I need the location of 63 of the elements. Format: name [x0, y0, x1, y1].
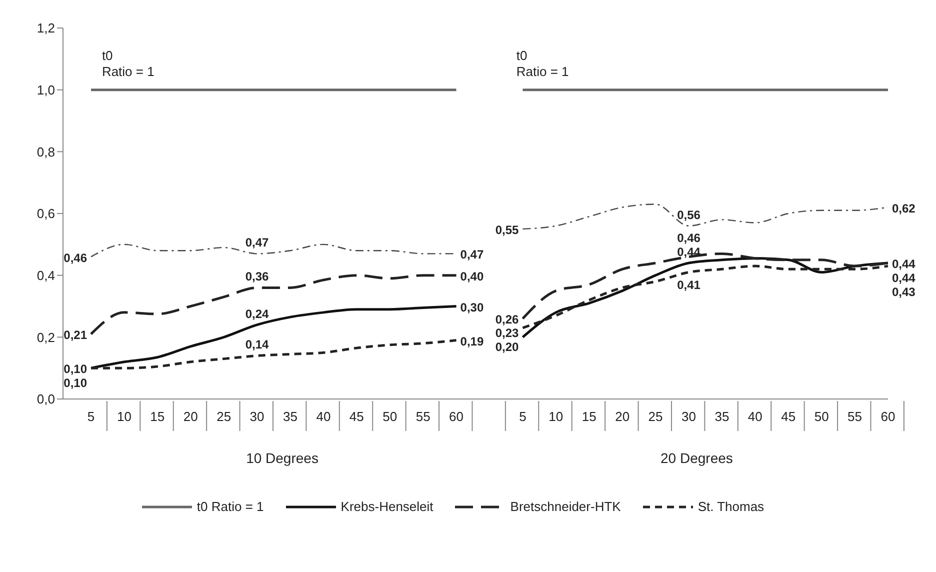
text: 10 Degrees [245, 450, 320, 466]
x-tick-label: 15 [150, 409, 165, 424]
x-tick-label: 60 [880, 409, 896, 424]
annotation: t0 Ratio = 1 [102, 48, 154, 80]
y-tick-label: 0,4 [36, 268, 55, 283]
x-tick-label: 60 [449, 409, 464, 424]
y-tick-label: 0,8 [36, 144, 55, 160]
data-label: 0,44 [677, 244, 701, 259]
y-tick-label: 0,6 [36, 206, 55, 222]
y-tick-label: 0,2 [36, 330, 55, 345]
data-label: 0,44 [892, 256, 916, 271]
y-tick-label: 1,2 [36, 20, 55, 36]
x-tick-label: 10 [116, 409, 132, 424]
x-tick-label: 45 [349, 409, 364, 424]
data-label: 0,24 [245, 306, 270, 321]
data-label: 0,36 [245, 270, 270, 284]
data-label: 0,19 [460, 334, 484, 348]
data-label: 0,21 [64, 328, 88, 342]
data-label: 0,47 [245, 236, 270, 250]
x-tick-label: 35 [283, 409, 298, 424]
data-label: 0,46 [64, 250, 88, 265]
x-tick-label: 35 [714, 409, 730, 424]
x-tick-label: 5 [87, 409, 95, 424]
data-label: 0,23 [495, 326, 520, 340]
x-tick-label: 55 [416, 409, 430, 424]
x-tick-label: 40 [316, 409, 331, 424]
x-tick-label: 25 [216, 409, 232, 424]
data-label: 0,20 [495, 340, 520, 354]
x-tick-label: 20 [615, 409, 630, 424]
data-label: 0,55 [495, 222, 520, 237]
data-label: 0,40 [460, 269, 484, 284]
data-label: 0,14 [245, 338, 270, 352]
data-label: 0,30 [460, 300, 484, 314]
data-label: 0,41 [677, 278, 701, 292]
x-tick-label: 20 [183, 409, 198, 424]
x-tick-label: 30 [250, 409, 264, 424]
x-tick-label: 50 [382, 409, 398, 424]
data-label: 0,10 [64, 362, 88, 376]
x-tick-label: 25 [648, 409, 663, 424]
x-tick-label: 40 [748, 409, 762, 424]
x-tick-label: 5 [519, 409, 526, 424]
data-label: 0,10 [64, 376, 88, 390]
text: 20 Degrees [660, 450, 734, 466]
data-label: 0,44 [892, 270, 916, 285]
data-label: 0,43 [892, 284, 916, 299]
annotation: t0 Ratio = 1 [516, 48, 569, 80]
legend-label: t0 Ratio = 1 [196, 499, 264, 514]
x-tick-label: 45 [781, 409, 796, 424]
legend-label: Bretschneider-HTK [510, 499, 621, 514]
y-tick-label: 1,0 [36, 82, 55, 98]
y-tick-label: 0,0 [36, 392, 55, 407]
x-tick-label: 30 [682, 409, 696, 424]
x-tick-label: 50 [814, 409, 829, 424]
x-tick-label: 15 [582, 409, 596, 424]
x-tick-label: 10 [548, 409, 564, 424]
legend-label: St. Thomas [698, 499, 764, 514]
legend-label: Krebs-Henseleit [340, 499, 434, 514]
data-label: 0,46 [677, 231, 701, 246]
data-label: 0,62 [892, 201, 916, 216]
data-label: 0,56 [677, 208, 701, 222]
data-label: 0,47 [460, 248, 484, 262]
data-label: 0,26 [495, 312, 520, 327]
x-tick-label: 55 [848, 409, 862, 424]
